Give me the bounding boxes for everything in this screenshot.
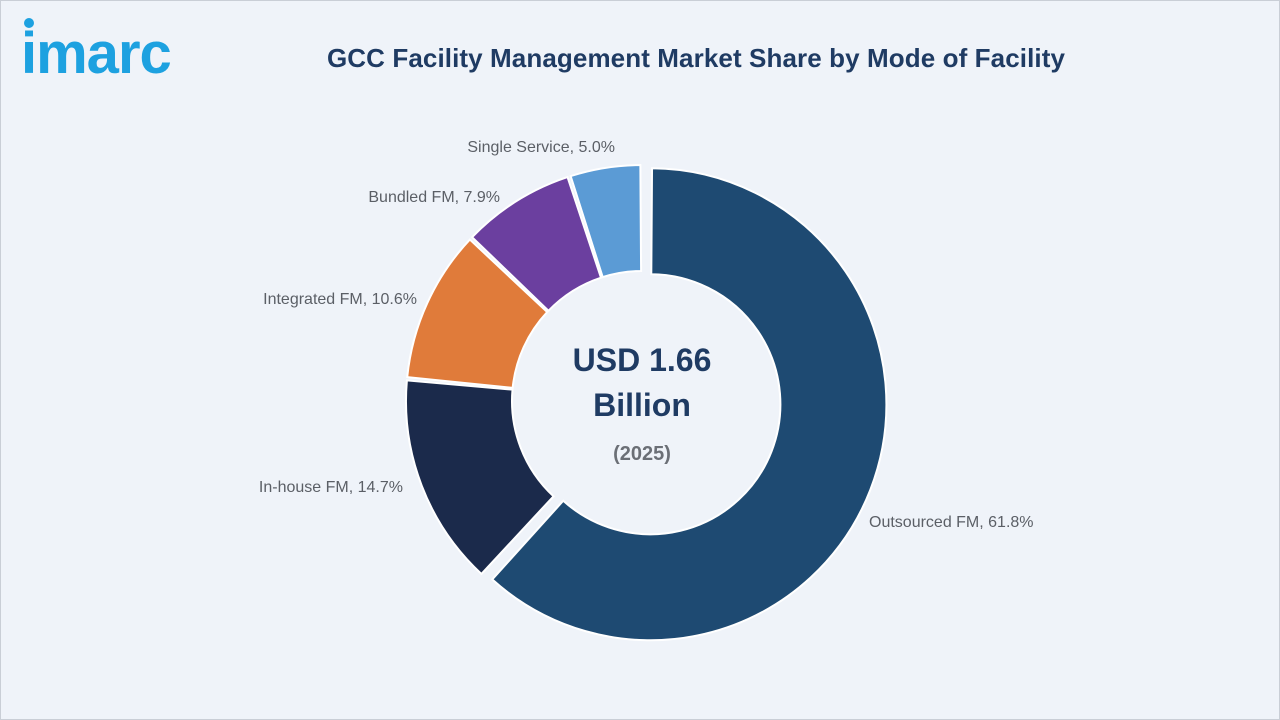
slice-single-service bbox=[569, 163, 643, 279]
label-outsourced-fm: Outsourced FM, 61.8% bbox=[869, 514, 1034, 531]
label-bundled-fm: Bundled FM, 7.9% bbox=[368, 189, 500, 206]
svg-text:imarc: imarc bbox=[21, 21, 171, 83]
slice-integrated-fm bbox=[406, 238, 549, 389]
center-total-line2: Billion bbox=[593, 387, 691, 423]
slice-outsourced-fm bbox=[490, 167, 888, 642]
label-integrated-fm: Integrated FM, 10.6% bbox=[263, 291, 417, 308]
slices-layer bbox=[405, 163, 888, 642]
chart-title: GCC Facility Management Market Share by … bbox=[326, 43, 1066, 73]
slice-in-house-fm bbox=[405, 379, 555, 576]
label-single-service: Single Service, 5.0% bbox=[467, 139, 615, 156]
center-year: (2025) bbox=[613, 443, 671, 465]
labels-layer: Outsourced FM, 61.8% In-house FM, 14.7% In… bbox=[259, 139, 1034, 531]
label-in-house-fm: In-house FM, 14.7% bbox=[259, 479, 403, 496]
imarc-logo: imarc bbox=[21, 18, 172, 83]
slice-bundled-fm bbox=[470, 175, 603, 313]
center-total-line1: USD 1.66 bbox=[573, 342, 712, 378]
